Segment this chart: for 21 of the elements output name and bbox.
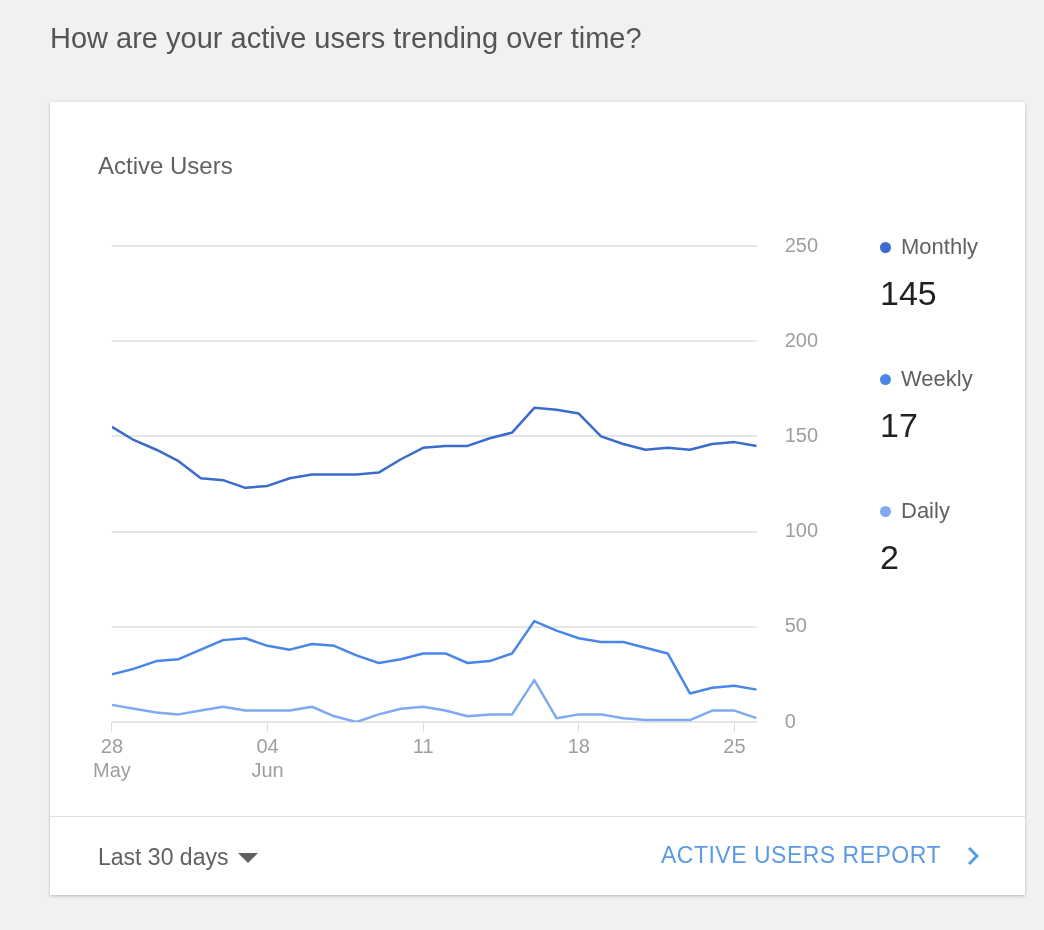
text: Last 30 days: [98, 844, 229, 871]
y-tick-label: 50: [784, 614, 807, 637]
legend-label: Monthly: [901, 234, 979, 260]
x-tick-label: 18: [567, 734, 590, 757]
text: 145: [880, 274, 938, 313]
legend-label: Weekly: [901, 366, 973, 392]
x-tick-label: 28 May: [92, 734, 131, 781]
text: ACTIVE USERS REPORT: [660, 842, 941, 869]
x-tick-label: 04 Jun: [251, 734, 284, 781]
y-tick-label: 100: [784, 519, 819, 542]
legend-label: Daily: [901, 498, 950, 524]
x-tick-label: 25: [723, 734, 746, 757]
y-tick-label: 0: [784, 709, 796, 732]
text: 2: [880, 538, 900, 577]
y-tick-label: 200: [784, 328, 819, 351]
y-tick-label: 150: [784, 423, 819, 446]
chart-subtitle: Active Users: [98, 152, 233, 180]
chart-title: How are your active users trending over time?: [50, 22, 642, 55]
y-tick-label: 250: [784, 233, 819, 256]
x-tick-label: 11: [412, 734, 434, 757]
text: 17: [880, 406, 919, 445]
